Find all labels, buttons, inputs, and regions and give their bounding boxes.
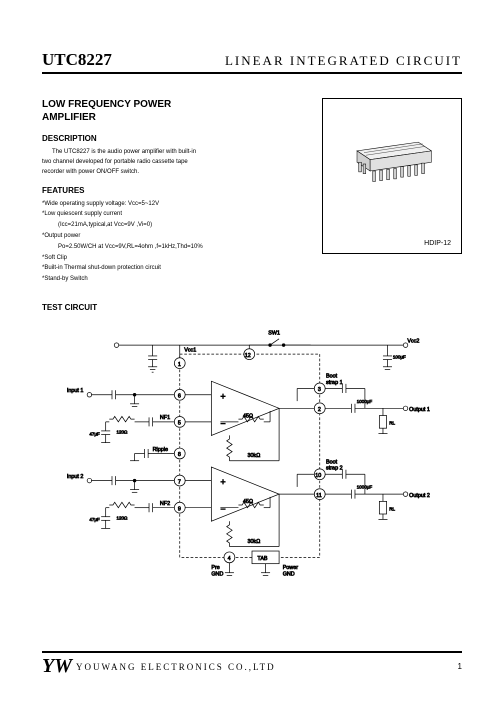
feature: *Output power — [42, 231, 308, 242]
feature-sub: Po=2.50W/CH at Vcc=9V,RL=4ohm ,f=1kHz,Th… — [42, 242, 308, 253]
svg-text:GND: GND — [283, 571, 295, 577]
chip-icon — [337, 129, 447, 199]
svg-text:−: − — [220, 504, 225, 514]
svg-text:10: 10 — [315, 473, 321, 479]
doc-type: LINEAR INTEGRATED CIRCUIT — [225, 53, 462, 69]
svg-text:GND: GND — [211, 571, 223, 577]
feature: *Soft Clip — [42, 253, 308, 264]
svg-text:1: 1 — [178, 362, 181, 368]
svg-text:120Ω: 120Ω — [117, 430, 129, 435]
svg-text:8: 8 — [178, 452, 181, 458]
feature: *Stand-by Switch — [42, 274, 308, 285]
svg-text:Input 1: Input 1 — [67, 388, 84, 394]
svg-text:6: 6 — [178, 393, 181, 399]
svg-text:NF2: NF2 — [160, 501, 170, 507]
svg-text:Power: Power — [283, 565, 299, 571]
company-name: YOUWANG ELECTRONICS CO.,LTD — [76, 662, 276, 672]
svg-text:7: 7 — [178, 479, 181, 485]
svg-text:2: 2 — [318, 407, 321, 413]
svg-text:11: 11 — [316, 493, 322, 499]
content-row: LOW FREQUENCY POWER AMPLIFIER DESCRIPTIO… — [42, 98, 462, 285]
svg-text:Output 2: Output 2 — [409, 493, 430, 499]
part-number: UTC8227 — [42, 50, 112, 70]
logo-block: YW YOUWANG ELECTRONICS CO.,LTD — [42, 655, 276, 678]
product-title: LOW FREQUENCY POWER AMPLIFIER — [42, 98, 308, 124]
svg-text:30kΩ: 30kΩ — [247, 539, 260, 545]
svg-text:+: + — [220, 391, 225, 401]
svg-text:SW1: SW1 — [268, 330, 280, 336]
svg-text:120Ω: 120Ω — [117, 515, 129, 520]
chip-box: HDIP-12 — [322, 98, 462, 254]
circuit-diagram: + − + − 45Ω 30kΩ 45Ω 30kΩ 1 12 6 5 8 7 9… — [42, 318, 462, 598]
chip-label: HDIP-12 — [424, 240, 451, 247]
text-column: LOW FREQUENCY POWER AMPLIFIER DESCRIPTIO… — [42, 98, 308, 285]
features-head: FEATURES — [42, 186, 308, 195]
svg-text:strap 1: strap 1 — [326, 380, 343, 386]
svg-text:RL: RL — [389, 506, 395, 511]
svg-text:4: 4 — [228, 556, 231, 562]
svg-text:12: 12 — [245, 353, 251, 359]
footer: YW YOUWANG ELECTRONICS CO.,LTD 1 — [42, 651, 462, 678]
svg-text:45Ω: 45Ω — [243, 499, 253, 505]
desc-line: The UTC8227 is the audio power amplifier… — [42, 147, 308, 157]
svg-text:TAB: TAB — [257, 556, 268, 562]
svg-text:30kΩ: 30kΩ — [247, 453, 260, 459]
svg-text:−: − — [220, 418, 225, 428]
svg-text:Vcc1: Vcc1 — [184, 347, 196, 353]
title-line1: LOW FREQUENCY POWER — [42, 99, 171, 110]
svg-text:9: 9 — [178, 506, 181, 512]
svg-text:strap 2: strap 2 — [326, 466, 343, 472]
svg-text:Boot: Boot — [326, 374, 338, 380]
feature: *Built-in Thermal shut-down protection c… — [42, 263, 308, 274]
svg-text:NF1: NF1 — [160, 415, 170, 421]
svg-text:47μF: 47μF — [89, 517, 100, 522]
logo-mark: YW — [42, 655, 72, 678]
svg-text:Boot: Boot — [326, 459, 338, 465]
svg-text:Ripple: Ripple — [153, 447, 168, 453]
svg-text:45Ω: 45Ω — [243, 413, 253, 419]
feature-sub: (Icc=21mA,typical,at Vcc=9V ,Vi=0) — [42, 220, 308, 231]
svg-text:RL: RL — [389, 421, 395, 426]
chip-column: HDIP-12 — [322, 98, 462, 285]
svg-text:Pre: Pre — [211, 565, 219, 571]
header: UTC8227 LINEAR INTEGRATED CIRCUIT — [42, 50, 462, 74]
title-line2: AMPLIFIER — [42, 112, 96, 123]
desc-line: recorder with power ON/OFF switch. — [42, 167, 308, 177]
svg-text:Output 1: Output 1 — [409, 407, 430, 413]
svg-text:+: + — [220, 477, 225, 487]
svg-text:3: 3 — [318, 387, 321, 393]
feature: *Wide operating supply voltage: Vcc=5~12… — [42, 199, 308, 210]
feature: *Low quiescent supply current — [42, 209, 308, 220]
svg-text:100μF: 100μF — [393, 355, 406, 360]
page-number: 1 — [458, 662, 462, 671]
description-head: DESCRIPTION — [42, 134, 308, 143]
test-circuit-head: TEST CIRCUIT — [42, 303, 462, 312]
svg-text:Input 2: Input 2 — [67, 474, 84, 480]
svg-text:47μF: 47μF — [89, 431, 100, 436]
desc-line: two channel developed for portable radio… — [42, 157, 308, 167]
svg-text:Vcc2: Vcc2 — [407, 338, 419, 344]
svg-text:5: 5 — [178, 421, 181, 427]
